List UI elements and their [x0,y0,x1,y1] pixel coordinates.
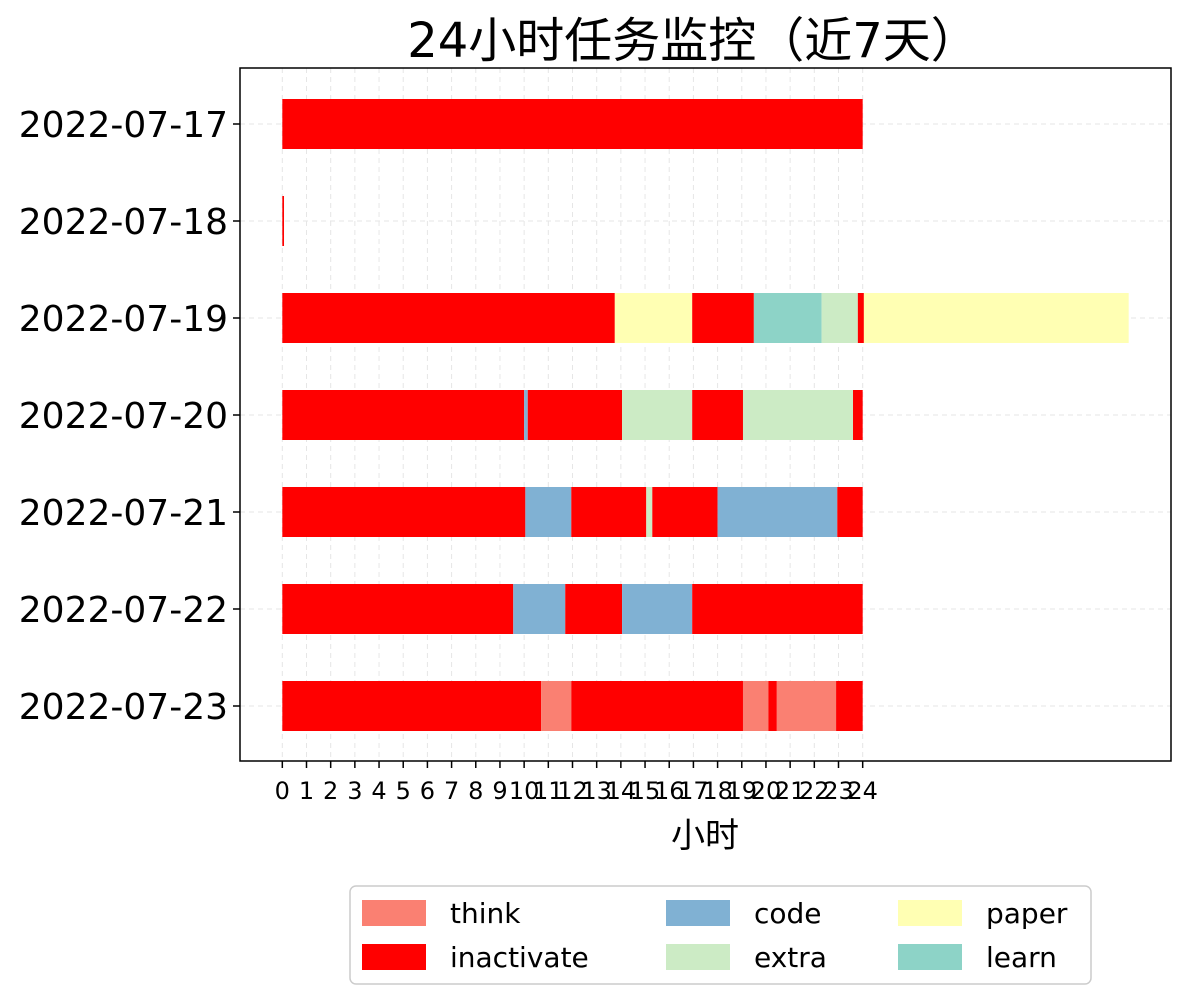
x-tick-label: 8 [468,777,483,805]
bar-segment-extra [622,390,693,440]
y-tick-label: 2022-07-19 [19,299,228,340]
bar-segment-inactivate [282,584,514,634]
legend-label-paper: paper [986,897,1068,930]
y-tick-label: 2022-07-20 [19,396,228,437]
x-tick-label: 6 [420,777,435,805]
bar-segment-code [622,584,693,634]
bar-segment-inactivate [282,99,863,149]
y-tick-label: 2022-07-17 [19,105,228,146]
legend-swatch-learn [898,944,962,970]
x-tick-label: 18 [702,777,733,805]
x-tick-label: 15 [630,777,661,805]
bar-segment-inactivate [837,487,863,537]
legend-label-think: think [450,897,521,930]
bar-segment-think [776,681,837,731]
x-tick-label: 20 [751,777,782,805]
legend-label-code: code [754,897,822,930]
bars [282,99,1129,731]
bar-segment-extra [646,487,653,537]
y-tick-label: 2022-07-22 [19,590,228,631]
x-tick-label: 16 [654,777,685,805]
bar-segment-code [525,487,572,537]
x-tick-label: 3 [347,777,362,805]
bar-segment-inactivate [527,390,623,440]
bar-segment-extra [821,293,858,343]
x-tick-label: 4 [371,777,386,805]
bar-segment-inactivate [565,584,623,634]
y-axis: 2022-07-17 2022-07-18 2022-07-19 2022-07-20… [19,105,240,728]
bar-segment-inactivate [282,487,526,537]
bar-segment-inactivate [836,681,863,731]
bar-segment-inactivate [282,390,525,440]
x-tick-label: 5 [396,777,411,805]
x-tick-label: 7 [444,777,459,805]
legend-swatch-paper [898,900,962,926]
chart-title: 24小时任务监控（近7天） [407,13,979,69]
bar-segment-paper [614,293,693,343]
bar-segment-inactivate [692,390,743,440]
bar-segment-think [742,681,769,731]
x-tick-label: 11 [533,777,564,805]
legend-label-inactivate: inactivate [450,941,589,974]
bar-segment-code [717,487,838,537]
legend-label-extra: extra [754,941,827,974]
bar-segment-inactivate [768,681,777,731]
x-axis-label: 小时 [671,816,739,856]
x-tick-label: 23 [823,777,854,805]
x-tick-label: 17 [678,777,709,805]
x-tick-label: 2 [323,777,338,805]
bar-segment-inactivate [857,293,864,343]
legend-swatch-think [362,900,426,926]
x-tick-label: 14 [606,777,637,805]
x-tick-label: 1 [299,777,314,805]
y-tick-label: 2022-07-21 [19,493,228,534]
bar-segment-inactivate [282,293,615,343]
legend-label-learn: learn [986,941,1057,974]
x-tick-label: 24 [847,777,878,805]
bar-segment-inactivate [853,390,863,440]
x-tick-label: 19 [726,777,757,805]
x-tick-label: 10 [509,777,540,805]
x-tick-label: 9 [492,777,507,805]
bar-segment-inactivate [571,487,647,537]
bar-segment-code [513,584,566,634]
x-tick-label: 22 [799,777,830,805]
bar-segment-inactivate [571,681,743,731]
legend: think inactivate code extra paper learn [349,885,1092,985]
x-tick-label: 21 [775,777,806,805]
bar-segment-inactivate [652,487,718,537]
legend-swatch-code [666,900,730,926]
bar-segment-think [541,681,572,731]
y-tick-label: 2022-07-18 [19,202,228,243]
bar-segment-inactivate [692,584,863,634]
bar-segment-paper [863,293,1129,343]
x-tick-label: 0 [275,777,290,805]
legend-swatch-extra [666,944,730,970]
bar-segment-inactivate [282,196,285,246]
bar-segment-extra [742,390,854,440]
x-tick-label: 12 [557,777,588,805]
y-tick-label: 2022-07-23 [19,687,228,728]
x-tick-label: 13 [581,777,612,805]
bar-segment-inactivate [692,293,754,343]
bar-segment-code [524,390,528,440]
legend-swatch-inactivate [362,944,426,970]
bar-segment-inactivate [282,681,542,731]
bar-segment-learn [753,293,822,343]
